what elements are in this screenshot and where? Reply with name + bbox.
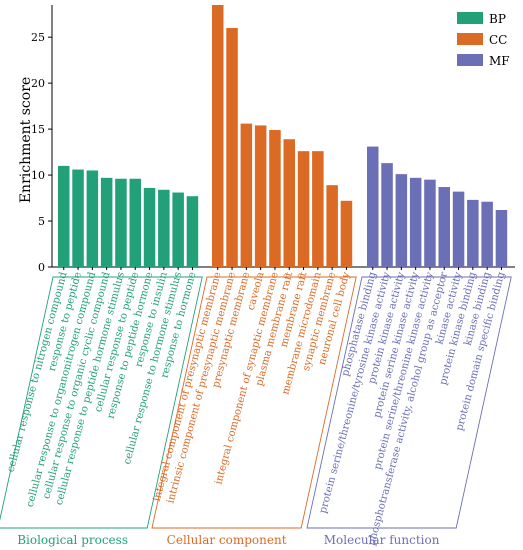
legend-label-mf: MF bbox=[489, 54, 510, 68]
y-tick-label: 15 bbox=[31, 123, 45, 136]
bar-cc-3 bbox=[240, 123, 253, 267]
bar-cc-10 bbox=[340, 200, 353, 267]
bar-bp-6 bbox=[129, 178, 141, 267]
bar-mf-5 bbox=[424, 179, 436, 267]
axes: 0 5 10 15 20 25 bbox=[31, 5, 515, 274]
bar-bp-8 bbox=[158, 189, 170, 267]
legend-label-bp: BP bbox=[489, 12, 506, 26]
legend-swatch-bp bbox=[457, 12, 483, 24]
group-label-bp: Biological process bbox=[17, 533, 128, 547]
bar-cc-7 bbox=[297, 151, 310, 267]
y-tick-label: 5 bbox=[38, 215, 45, 228]
bar-cc-1 bbox=[212, 5, 224, 267]
bar-bp-5 bbox=[115, 178, 127, 267]
bracket-bp bbox=[0, 276, 203, 529]
bar-bp-9 bbox=[172, 192, 184, 267]
group-label-mf: Molecular function bbox=[324, 533, 440, 547]
y-tick-label: 20 bbox=[31, 77, 45, 90]
bar-cc-2 bbox=[226, 27, 238, 268]
bar-bp-1 bbox=[58, 165, 70, 267]
y-tick-label: 25 bbox=[31, 31, 45, 44]
bar-cc-8 bbox=[312, 151, 324, 267]
bar-cc-4 bbox=[254, 125, 267, 267]
bar-bp-7 bbox=[143, 187, 156, 267]
bar-mf-1 bbox=[367, 146, 379, 267]
bar-mf-8 bbox=[467, 199, 479, 267]
bar-bp-2 bbox=[72, 169, 84, 267]
bar-mf-3 bbox=[395, 174, 408, 267]
bar-mf-10 bbox=[495, 210, 508, 267]
legend-swatch-cc bbox=[457, 33, 483, 45]
x-tick-labels: cellular response to nitrogen compoundre… bbox=[6, 267, 507, 547]
bar-mf-9 bbox=[481, 201, 493, 267]
group-label-cc: Cellular component bbox=[167, 533, 287, 547]
legend: BP CC MF bbox=[457, 12, 510, 68]
bars bbox=[58, 5, 508, 268]
bracket-mf bbox=[306, 276, 512, 529]
y-axis-label: Enrichment score bbox=[18, 77, 34, 203]
bar-cc-9 bbox=[326, 185, 338, 267]
bracket-cc bbox=[151, 276, 357, 529]
y-tick-label: 10 bbox=[31, 169, 45, 182]
bar-bp-10 bbox=[186, 196, 199, 267]
bar-mf-6 bbox=[438, 187, 450, 267]
bar-cc-6 bbox=[283, 139, 295, 267]
bar-mf-2 bbox=[381, 163, 393, 267]
legend-label-cc: CC bbox=[489, 33, 507, 47]
y-tick-label: 0 bbox=[38, 261, 45, 274]
bar-mf-4 bbox=[409, 177, 422, 267]
legend-swatch-mf bbox=[457, 54, 483, 66]
group-brackets: Biological process Cellular component Mole… bbox=[0, 276, 512, 547]
bar-mf-7 bbox=[452, 191, 465, 267]
bar-cc-5 bbox=[269, 130, 281, 267]
bar-bp-4 bbox=[100, 177, 113, 267]
bar-bp-3 bbox=[86, 170, 99, 267]
